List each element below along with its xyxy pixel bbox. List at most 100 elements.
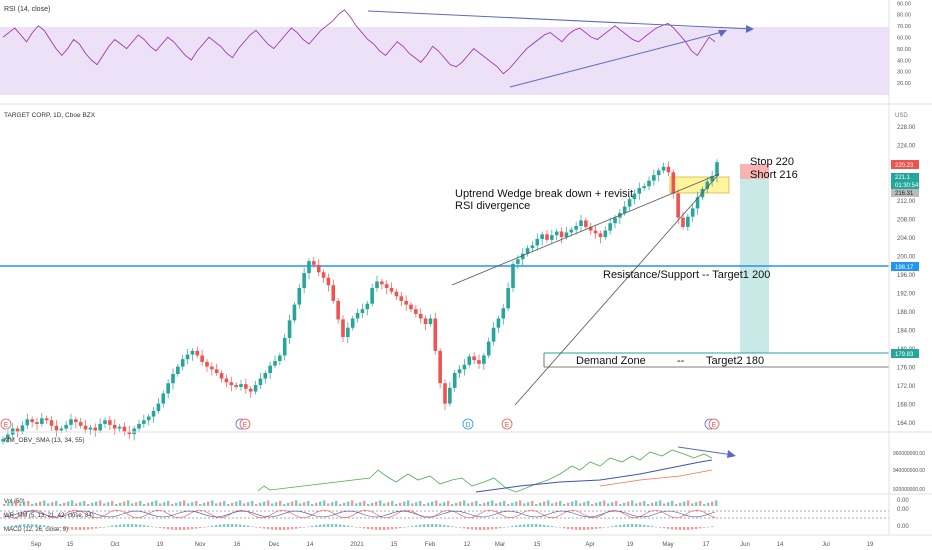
macd-pane: MACD (12, 26, close, 9) 0.00 xyxy=(3,524,909,533)
macd-bar xyxy=(463,527,466,529)
candle-body xyxy=(598,233,603,238)
target2-annotation: Target2 180 xyxy=(706,355,764,367)
time-axis-tick: 15 xyxy=(391,542,398,548)
macd-bar xyxy=(635,524,638,527)
macd-bar xyxy=(123,524,126,527)
time-axis-tick: 12 xyxy=(464,542,471,548)
wr-pane: WR_MM (5, 13, 21, 42, close, 84) 0.00 xyxy=(0,507,909,519)
candle-body xyxy=(525,248,530,254)
volume-bar xyxy=(571,501,574,506)
macd-bar xyxy=(435,524,438,527)
candle-body xyxy=(467,356,472,365)
candle-body xyxy=(627,199,632,207)
candle-body xyxy=(564,232,569,238)
macd-bar xyxy=(75,527,78,530)
candle-body xyxy=(486,341,491,356)
volume-bar xyxy=(351,500,354,506)
rsi-axis: 90.00 80.00 70.00 60.00 50.00 40.00 30.00 20.00 xyxy=(897,1,911,87)
volume-bar xyxy=(83,501,86,506)
volume-bar xyxy=(99,500,102,506)
price-axis-tick: 192.00 xyxy=(897,292,916,298)
macd-bar xyxy=(279,527,282,530)
stop-price-badge-text: 220.23 xyxy=(895,163,914,169)
candle-body xyxy=(496,318,501,328)
candle-body xyxy=(686,216,690,227)
macd-bar xyxy=(587,527,590,530)
macd-bar xyxy=(423,524,426,527)
volume-bar xyxy=(43,500,46,506)
macd-bar xyxy=(595,527,598,529)
candle-body xyxy=(428,318,433,325)
volume-bar xyxy=(55,501,58,506)
earnings-marker[interactable] xyxy=(239,418,251,430)
volume-bar xyxy=(291,501,294,506)
volume-bar xyxy=(419,501,422,506)
candle-body xyxy=(273,361,277,366)
candle-body xyxy=(632,193,637,200)
macd-bar xyxy=(411,525,414,527)
earnings-marker[interactable] xyxy=(708,418,720,430)
volume-bar xyxy=(107,502,110,506)
volume-bar xyxy=(227,504,230,506)
macd-bar xyxy=(563,527,566,529)
obv-arrowhead-icon xyxy=(727,450,736,458)
macd-bar xyxy=(395,527,398,529)
volume-bar xyxy=(91,502,94,506)
volume-bar xyxy=(171,504,174,506)
volume-bar xyxy=(535,504,538,506)
macd-bar xyxy=(131,524,134,527)
volume-bar xyxy=(187,503,190,506)
macd-bar xyxy=(531,524,534,527)
volume-bar xyxy=(551,503,554,506)
volume-bar xyxy=(675,504,678,506)
volume-bar xyxy=(683,501,686,506)
macd-bar xyxy=(447,525,450,527)
macd-bar xyxy=(319,524,322,527)
earnings-marker[interactable] xyxy=(0,418,12,430)
macd-bar xyxy=(387,527,390,530)
volume-bar xyxy=(359,502,362,506)
rsi-axis-tick: 90.00 xyxy=(897,1,911,7)
price-pane: TARGET CORP, 1D, Cboe BZX USD 228.00 224.… xyxy=(0,112,916,445)
dividend-marker[interactable] xyxy=(462,418,474,430)
price-axis-tick: 224.00 xyxy=(897,144,916,150)
macd-bar xyxy=(487,527,490,530)
volume-bar xyxy=(459,501,462,506)
macd-bar xyxy=(99,527,102,528)
countdown-badge-text: 01:30:54 xyxy=(895,183,919,189)
volume-bar xyxy=(415,502,418,506)
price-label: TARGET CORP, 1D, Cboe BZX xyxy=(4,112,96,119)
candle-body xyxy=(59,428,64,431)
candle-body xyxy=(171,373,175,384)
volume-bar xyxy=(515,501,518,506)
macd-bar xyxy=(291,527,294,530)
volume-bar xyxy=(435,500,438,506)
earnings-marker[interactable] xyxy=(501,418,513,430)
volume-bar xyxy=(507,504,510,506)
rsi-axis-tick: 20.00 xyxy=(897,81,911,87)
volume-bar xyxy=(427,502,430,506)
candle-body xyxy=(214,369,219,374)
rsi-axis-tick: 30.00 xyxy=(897,70,911,76)
candle-body xyxy=(132,428,136,435)
macd-bar xyxy=(43,525,46,527)
earnings-marker-label: E xyxy=(505,422,510,429)
volume-bar xyxy=(279,501,282,506)
earnings-marker-label: E xyxy=(243,422,248,429)
macd-bar xyxy=(659,527,662,528)
volume-bar xyxy=(283,504,286,506)
macd-bar xyxy=(599,527,602,529)
macd-bar xyxy=(455,526,458,528)
rsi-label: RSI (14, close) xyxy=(4,6,50,13)
macd-bar xyxy=(507,526,510,528)
vol-label: Vol (50) xyxy=(4,499,25,505)
macd-bar xyxy=(335,524,338,527)
volume-bar xyxy=(655,501,658,506)
macd-bar xyxy=(187,527,190,530)
volume-bar xyxy=(643,501,646,506)
time-axis-tick: Feb xyxy=(425,542,436,548)
candle-body xyxy=(350,318,355,328)
volume-bar xyxy=(647,504,650,506)
time-axis-tick: Dec xyxy=(269,542,280,548)
macd-bar xyxy=(107,526,110,527)
